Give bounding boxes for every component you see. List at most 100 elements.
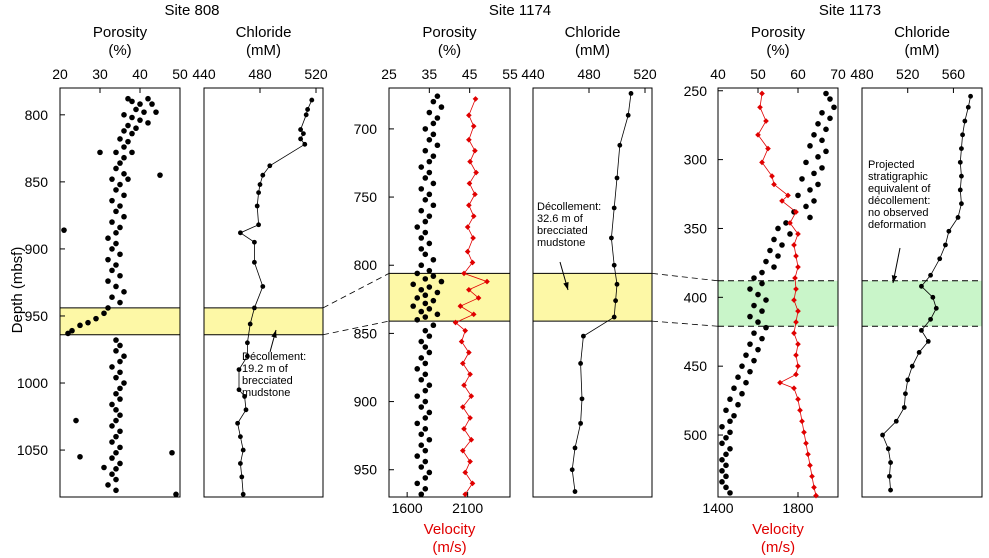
velocity-point xyxy=(793,209,799,215)
velocity-point xyxy=(459,447,466,454)
porosity-point xyxy=(414,316,421,323)
chloride-point xyxy=(919,283,924,289)
porosity-point xyxy=(783,220,789,226)
porosity-point xyxy=(759,280,765,287)
site-title: Site 1174 xyxy=(489,2,551,19)
porosity-point xyxy=(422,292,429,299)
porosity-point xyxy=(723,473,729,480)
porosity-point xyxy=(426,409,433,416)
porosity-point xyxy=(414,393,421,399)
correlation-dashed-line xyxy=(651,273,719,282)
porosity-point xyxy=(145,120,151,126)
porosity-point xyxy=(109,423,115,429)
porosity-point xyxy=(157,172,163,178)
velocity-point xyxy=(809,473,815,480)
porosity-point xyxy=(755,291,761,298)
porosity-point xyxy=(418,308,425,315)
porosity-point xyxy=(418,235,425,241)
porosity-point xyxy=(414,480,421,487)
chloride-point xyxy=(905,377,911,383)
correlation-dashed-line xyxy=(322,320,390,336)
porosity-point xyxy=(426,382,433,389)
x-tick-label: 480 xyxy=(850,66,874,82)
chloride-point xyxy=(614,175,620,181)
velocity-point xyxy=(795,396,801,403)
porosity-point xyxy=(827,115,833,122)
chloride-point xyxy=(916,350,922,355)
porosity-point xyxy=(426,240,433,247)
porosity-point xyxy=(422,300,429,307)
chloride-point xyxy=(933,305,939,311)
x-tick-label: 560 xyxy=(942,66,966,82)
velocity-point xyxy=(771,181,777,188)
porosity-point xyxy=(117,460,123,467)
chloride-point xyxy=(240,447,246,453)
velocity-point xyxy=(459,360,466,367)
velocity-point xyxy=(466,286,472,293)
porosity-point xyxy=(422,229,429,236)
annotation-text: stratigraphic xyxy=(868,171,928,183)
chloride-unit: (mM) xyxy=(575,42,610,59)
porosity-point xyxy=(759,308,765,314)
x-tick-label: 25 xyxy=(381,66,397,82)
porosity-point xyxy=(422,251,429,258)
porosity-point xyxy=(422,415,429,421)
porosity-point xyxy=(426,284,433,290)
chloride-point xyxy=(309,97,315,103)
porosity-point xyxy=(125,122,131,129)
x-tick-label: 30 xyxy=(92,66,108,82)
annotation-text: décollement: xyxy=(868,195,930,207)
porosity-point xyxy=(434,93,441,99)
porosity-point xyxy=(803,159,809,166)
porosity-point xyxy=(747,341,753,347)
porosity-point xyxy=(775,253,781,259)
porosity-point xyxy=(121,154,127,161)
porosity-point xyxy=(117,358,123,365)
chloride-unit: (mM) xyxy=(905,42,940,59)
porosity-point xyxy=(414,453,421,459)
porosity-title: Porosity xyxy=(751,24,806,41)
annotation-arrow-head xyxy=(563,282,569,290)
depth-tick-label: 350 xyxy=(684,220,708,236)
velocity-point xyxy=(791,297,797,303)
porosity-point xyxy=(85,319,91,326)
porosity-point xyxy=(819,137,825,144)
porosity-point xyxy=(418,404,425,410)
porosity-point xyxy=(719,468,725,474)
correlation-dashed-line xyxy=(322,273,390,309)
porosity-point xyxy=(819,109,825,116)
porosity-point xyxy=(125,176,131,182)
x-tick-label: 60 xyxy=(790,66,806,82)
porosity-point xyxy=(426,267,433,274)
chloride-point xyxy=(628,91,634,96)
porosity-point xyxy=(117,251,123,258)
porosity-point xyxy=(779,242,785,248)
porosity-point xyxy=(771,264,777,270)
velocity-tick-label: 1400 xyxy=(702,500,733,516)
porosity-point xyxy=(418,376,425,383)
porosity-point xyxy=(803,203,809,210)
porosity-point xyxy=(133,125,139,132)
porosity-panel xyxy=(717,87,839,498)
porosity-point xyxy=(105,278,111,284)
porosity-point xyxy=(113,390,119,397)
porosity-point xyxy=(61,227,67,233)
chloride-point xyxy=(238,230,243,236)
porosity-point xyxy=(121,380,127,386)
porosity-point xyxy=(65,330,71,337)
chloride-point xyxy=(236,387,242,393)
chloride-unit: (mM) xyxy=(246,42,281,59)
porosity-point xyxy=(422,447,429,454)
velocity-point xyxy=(803,440,809,447)
porosity-point xyxy=(418,431,425,438)
velocity-point xyxy=(458,338,465,345)
porosity-point xyxy=(113,165,119,172)
velocity-point xyxy=(462,469,469,476)
porosity-point xyxy=(751,275,757,281)
chloride-point xyxy=(611,205,617,211)
annotation-text: Décollement: xyxy=(242,351,306,363)
velocity-point xyxy=(791,242,797,248)
velocity-point xyxy=(769,173,775,179)
porosity-point xyxy=(137,117,143,123)
porosity-point xyxy=(426,469,433,476)
